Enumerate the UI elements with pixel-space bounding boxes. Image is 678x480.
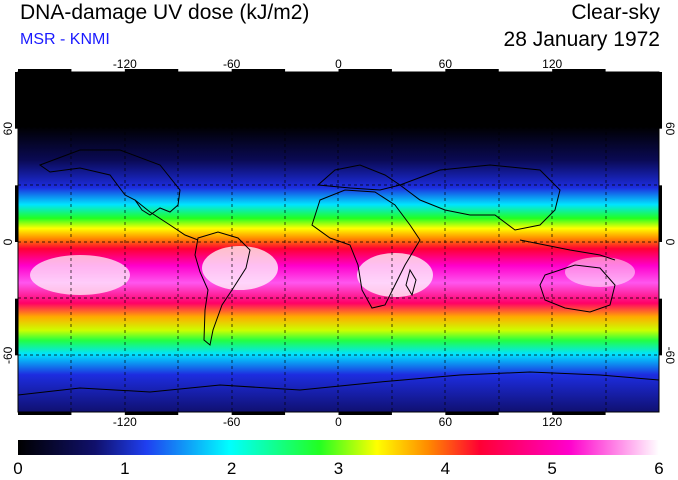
antarctica-outline [18,371,659,396]
central-america-outline [134,199,199,241]
tick-labels: -120 -120 -60 -60 0 0 60 60 120 120 60 60 0 0 -60 -60 [1,57,677,429]
lat-tick-label: 0 [1,238,15,245]
lat-tick-label: 60 [663,122,677,136]
colorbar [18,440,659,455]
lon-tick-label: 120 [542,415,562,429]
lon-tick-label: 0 [335,415,342,429]
border-bar [552,412,606,415]
border-bar [659,185,662,242]
date-label: 28 January 1972 [503,28,660,51]
north-america-outline [38,149,181,216]
border-bar [15,72,18,129]
africa-outline [311,189,421,309]
lat-tick-label: -60 [1,346,15,364]
lon-tick-label: -60 [223,415,241,429]
colorbar-tick-label: 1 [120,459,129,478]
border-bar [15,298,18,356]
border-bar [18,412,72,415]
map-area [18,72,659,412]
border-scale-bars [15,69,662,415]
border-bar [552,69,606,72]
border-bar [445,412,499,415]
hotspot-south-america [202,246,278,290]
border-bar [338,412,392,415]
lon-tick-label: -60 [223,57,241,71]
source-label: MSR - KNMI [20,31,110,48]
colorbar-tick-label: 4 [441,459,450,478]
colorbar-tick-label: 0 [13,459,22,478]
lon-tick-label: -120 [113,415,137,429]
lon-tick-label: 120 [542,57,562,71]
border-bar [231,69,286,72]
graticule [18,72,659,412]
colorbar-tick-label: 3 [334,459,343,478]
lat-tick-label: 60 [1,122,15,136]
lon-tick-label: -120 [113,57,137,71]
lon-tick-label: 60 [439,415,453,429]
sky-condition-label: Clear-sky [571,1,660,24]
indonesia-outline [519,239,616,261]
colorbar-tick-labels: 0 1 2 3 4 5 6 [13,459,663,478]
lat-tick-label: 0 [663,239,677,246]
hotspot-pacific [30,255,130,295]
colorbar-tick-label: 6 [654,459,663,478]
madagascar-outline [405,268,417,297]
australia-outline [539,264,616,313]
border-bar [338,69,392,72]
border-bar [124,412,179,415]
border-bar [659,298,662,356]
lon-tick-label: 0 [335,57,342,71]
colorbar-tick-label: 2 [227,459,236,478]
border-bar [231,412,286,415]
lon-tick-label: 60 [439,57,453,71]
hotspot-africa [357,253,433,297]
border-bar [659,72,662,129]
border-bar [124,69,179,72]
border-bar [18,69,72,72]
border-bar [15,185,18,242]
colorbar-tick-label: 5 [547,459,556,478]
map-title: DNA-damage UV dose (kJ/m2) [20,1,310,24]
border-bar [445,69,499,72]
europe-outline [316,164,402,191]
lat-tick-label: -60 [663,347,677,365]
hotspot-indian-ocean [565,257,635,287]
